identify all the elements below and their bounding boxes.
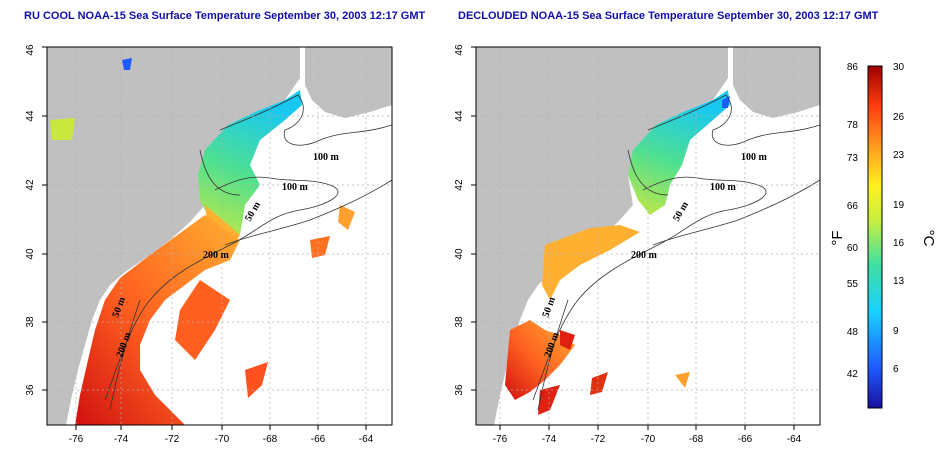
left-map-panel: 100 m 100 m 50 m 200 m 50 m 200 m -76 -7… — [25, 44, 393, 445]
celsius-tick: 9 — [893, 326, 899, 337]
right-lat-tick: 44 — [454, 110, 465, 122]
right-lon-tick: -76 — [493, 434, 508, 445]
celsius-tick: 23 — [893, 150, 905, 161]
left-lon-tick: -74 — [114, 434, 129, 445]
right-lat-tick: 36 — [454, 384, 465, 396]
left-contour-label: 100 m — [282, 182, 309, 193]
celsius-tick: 19 — [893, 200, 905, 211]
right-lon-tick: -70 — [641, 434, 656, 445]
left-lat-tick: 44 — [25, 110, 36, 122]
left-lon-tick: -68 — [263, 434, 278, 445]
celsius-unit-label: °C — [920, 230, 937, 247]
left-land-nova-scotia — [305, 47, 392, 118]
right-lon-tick: -64 — [787, 434, 802, 445]
fahrenheit-tick: 48 — [847, 327, 859, 338]
left-lon-tick: -66 — [311, 434, 326, 445]
right-lat-tick: 46 — [454, 44, 465, 56]
left-land-us — [47, 47, 300, 425]
left-contour-label: 200 m — [203, 250, 230, 261]
right-contour-label: 100 m — [741, 152, 768, 163]
right-contour-label: 200 m — [631, 250, 658, 261]
sst-colorbar: 86 78 73 66 60 55 48 42 30 26 23 19 16 1… — [829, 62, 937, 409]
left-lat-tick: 46 — [25, 44, 36, 56]
fahrenheit-tick: 86 — [847, 62, 859, 73]
left-lon-tick: -72 — [165, 434, 180, 445]
left-lat-tick: 42 — [25, 179, 36, 191]
left-lon-tick: -76 — [69, 434, 84, 445]
celsius-tick: 30 — [893, 62, 905, 73]
fahrenheit-unit-label: °F — [829, 230, 846, 245]
celsius-tick: 13 — [893, 276, 905, 287]
left-grid — [47, 47, 392, 425]
fahrenheit-tick: 73 — [847, 153, 859, 164]
left-lon-tick: -70 — [215, 434, 230, 445]
left-lat-tick: 38 — [25, 316, 36, 328]
right-contour-label: 100 m — [710, 182, 737, 193]
right-lon-tick: -74 — [542, 434, 557, 445]
left-lat-tick: 36 — [25, 384, 36, 396]
right-lat-tick: 42 — [454, 179, 465, 191]
right-panel-title: DECLOUDED NOAA-15 Sea Surface Temperatur… — [458, 10, 879, 22]
fahrenheit-tick: 60 — [847, 243, 859, 254]
fahrenheit-tick: 42 — [847, 369, 859, 380]
left-lon-tick: -64 — [359, 434, 374, 445]
celsius-tick: 16 — [893, 238, 905, 249]
right-lat-tick: 40 — [454, 248, 465, 260]
celsius-tick: 6 — [893, 364, 899, 375]
right-land-nova-scotia — [733, 47, 820, 118]
right-map-panel: 100 m 100 m 50 m 200 m 50 m 200 m -76 -7… — [454, 44, 821, 445]
left-panel-title: RU COOL NOAA-15 Sea Surface Temperature … — [24, 10, 426, 22]
right-lat-tick: 38 — [454, 316, 465, 328]
fahrenheit-tick: 78 — [847, 120, 859, 131]
right-grid — [476, 47, 820, 425]
fahrenheit-tick: 66 — [847, 201, 859, 212]
fahrenheit-tick: 55 — [847, 279, 859, 290]
right-lon-tick: -68 — [689, 434, 704, 445]
right-lon-tick: -72 — [591, 434, 606, 445]
right-lon-tick: -66 — [738, 434, 753, 445]
left-contour-label: 100 m — [313, 152, 340, 163]
left-lat-tick: 40 — [25, 248, 36, 260]
celsius-tick: 26 — [893, 112, 905, 123]
